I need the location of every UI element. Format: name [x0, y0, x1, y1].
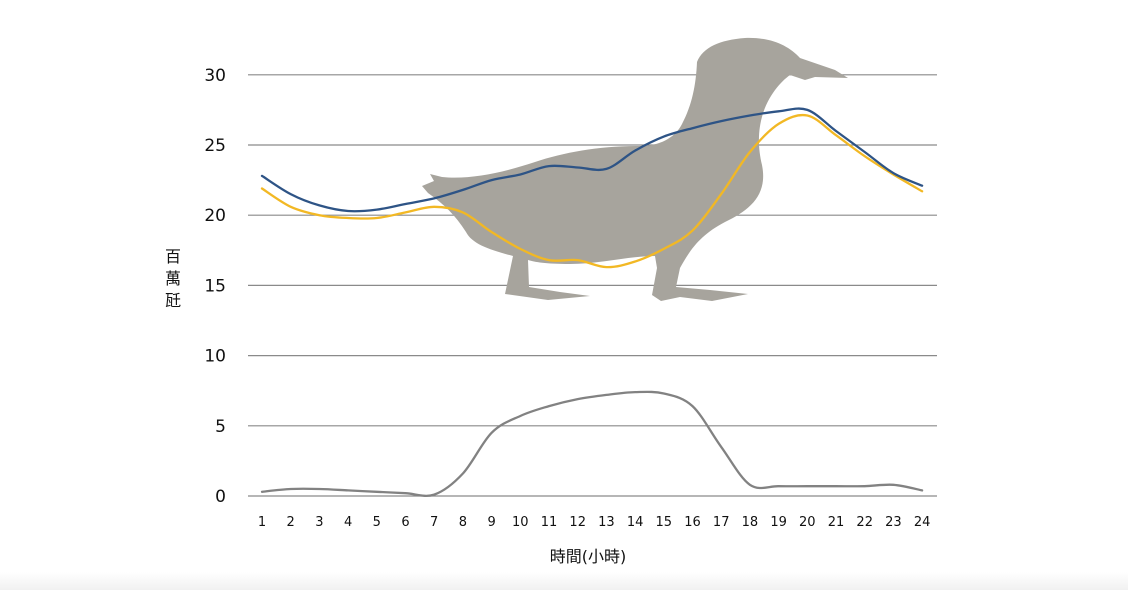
x-tick-label: 1	[258, 515, 266, 530]
x-tick-label: 20	[799, 515, 816, 530]
x-tick-label: 11	[541, 515, 558, 530]
x-tick-label: 23	[885, 515, 902, 530]
x-tick-label: 19	[770, 515, 787, 530]
duck-silhouette-icon	[422, 37, 848, 302]
x-tick-label: 24	[914, 515, 931, 530]
y-tick-label: 30	[204, 66, 226, 86]
y-tick-label: 10	[204, 347, 226, 367]
series-line-2	[260, 113, 924, 269]
x-tick-label: 7	[430, 515, 438, 530]
series-line-3	[260, 390, 924, 497]
x-tick-label: 22	[856, 515, 873, 530]
x-tick-label: 15	[656, 515, 673, 530]
y-tick-label: 0	[215, 487, 226, 507]
x-tick-label: 14	[627, 515, 644, 530]
y-tick-label: 25	[204, 136, 226, 156]
x-tick-label: 21	[828, 515, 845, 530]
x-tick-label: 9	[487, 515, 495, 530]
x-axis-ticks: 1 2 3 4 5 6 7 8 9 10 11 12 13 14 15 16 17 18 19 20 21 22 23 24	[258, 515, 931, 530]
x-tick-label: 5	[373, 515, 381, 530]
x-tick-label: 17	[713, 515, 730, 530]
y-tick-label: 20	[204, 206, 226, 226]
x-tick-label: 8	[459, 515, 467, 530]
x-tick-label: 6	[401, 515, 409, 530]
x-tick-label: 12	[569, 515, 586, 530]
x-tick-label: 3	[315, 515, 323, 530]
x-axis-label: 時間(小時)	[550, 547, 627, 566]
y-axis-ticks: 0 5 10 15 20 25 30	[204, 66, 226, 507]
gridlines	[248, 74, 937, 497]
bottom-fade	[0, 572, 1128, 590]
x-tick-label: 16	[684, 515, 701, 530]
series-lines	[260, 107, 924, 497]
x-tick-label: 18	[742, 515, 759, 530]
x-tick-label: 2	[287, 515, 295, 530]
y-tick-label: 5	[215, 417, 226, 437]
x-tick-label: 10	[512, 515, 529, 530]
x-tick-label: 4	[344, 515, 352, 530]
y-axis-label: 百萬瓩	[165, 247, 181, 310]
x-tick-label: 13	[598, 515, 615, 530]
y-tick-label: 15	[204, 276, 226, 296]
series-line-1	[260, 107, 924, 213]
